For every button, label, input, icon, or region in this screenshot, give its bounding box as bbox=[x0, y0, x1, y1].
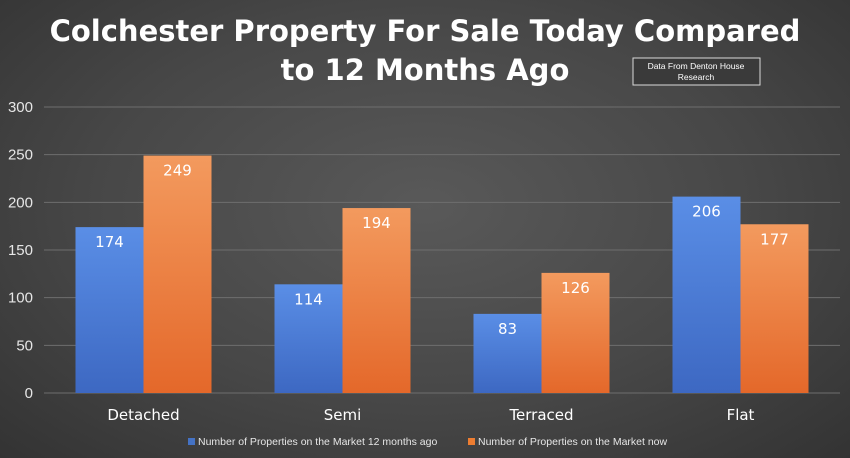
bars bbox=[75, 155, 809, 393]
bar-flat-series-2 bbox=[740, 224, 809, 393]
y-tick-label: 150 bbox=[8, 242, 33, 259]
chart-title-line-2: to 12 Months Ago bbox=[281, 53, 570, 87]
bar-semi-series-1 bbox=[274, 284, 343, 393]
source-note-box bbox=[632, 57, 761, 86]
bar-terraced-series-2 bbox=[541, 272, 610, 393]
chart-title-line-1: Colchester Property For Sale Today Compa… bbox=[50, 14, 801, 48]
source-note-line-2: Research bbox=[678, 72, 715, 82]
data-label: 83 bbox=[498, 320, 517, 338]
bar-detached-series-1 bbox=[75, 227, 144, 393]
bar-semi-series-2 bbox=[342, 208, 411, 393]
data-label: 114 bbox=[294, 290, 323, 308]
chart-title: Colchester Property For Sale Today Compa… bbox=[50, 14, 801, 87]
y-tick-label: 0 bbox=[25, 385, 33, 402]
x-axis-ticks: Detached Semi Terraced Flat bbox=[107, 406, 754, 424]
data-label: 126 bbox=[561, 279, 590, 297]
y-tick-label: 50 bbox=[16, 337, 33, 354]
source-note-line-1: Data From Denton House bbox=[648, 61, 745, 71]
data-label: 249 bbox=[163, 162, 192, 180]
legend-swatch bbox=[188, 438, 195, 445]
bar-detached-series-2 bbox=[143, 155, 212, 393]
source-note: Data From Denton House Research bbox=[632, 57, 761, 86]
y-tick-label: 100 bbox=[8, 290, 33, 307]
data-label: 206 bbox=[692, 203, 721, 221]
bar-terraced-series-1 bbox=[473, 313, 542, 393]
legend-label: Number of Properties on the Market 12 mo… bbox=[198, 436, 437, 448]
y-axis-ticks: 0 50 100 150 200 250 300 bbox=[8, 99, 33, 402]
data-label: 177 bbox=[760, 230, 789, 248]
data-label: 174 bbox=[95, 233, 124, 251]
data-labels: 174 249 114 194 83 126 206 177 bbox=[95, 162, 789, 338]
legend: Number of Properties on the Market 12 mo… bbox=[188, 436, 668, 448]
bar-flat-series-1 bbox=[672, 196, 741, 393]
legend-label: Number of Properties on the Market now bbox=[478, 436, 668, 448]
x-tick-label: Detached bbox=[107, 406, 179, 424]
y-tick-label: 300 bbox=[8, 99, 33, 116]
x-tick-label: Semi bbox=[324, 406, 362, 424]
legend-swatch bbox=[468, 438, 475, 445]
x-tick-label: Terraced bbox=[508, 406, 573, 424]
y-tick-label: 250 bbox=[8, 147, 33, 164]
x-tick-label: Flat bbox=[727, 406, 755, 424]
y-tick-label: 200 bbox=[8, 194, 33, 211]
data-label: 194 bbox=[362, 214, 391, 232]
